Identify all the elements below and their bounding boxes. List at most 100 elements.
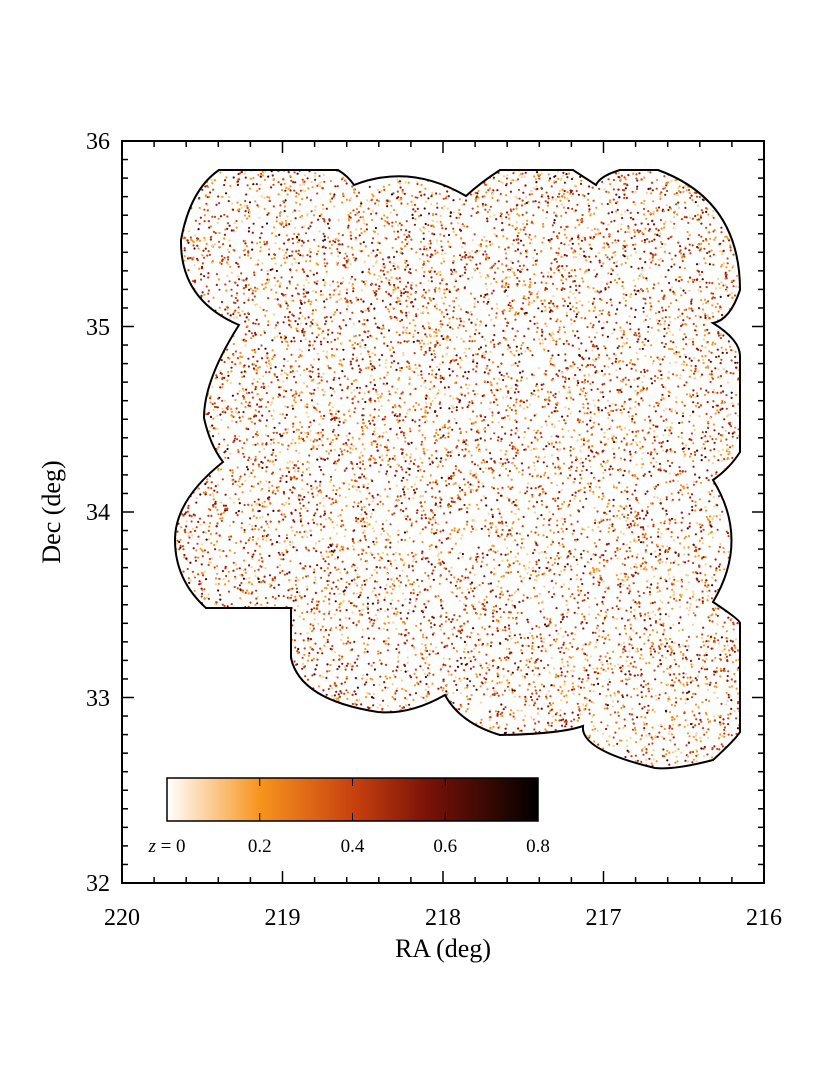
galaxy-point <box>301 479 304 482</box>
galaxy-point <box>634 389 637 392</box>
galaxy-point <box>517 508 520 511</box>
galaxy-point <box>356 211 359 215</box>
galaxy-point <box>294 690 297 693</box>
galaxy-point <box>294 381 298 384</box>
galaxy-point <box>482 693 486 696</box>
galaxy-point <box>274 492 277 495</box>
galaxy-point <box>179 346 182 349</box>
galaxy-point <box>544 338 547 341</box>
galaxy-point <box>565 264 568 268</box>
galaxy-point <box>423 260 426 263</box>
galaxy-point <box>644 354 647 357</box>
galaxy-point <box>338 654 341 657</box>
galaxy-point <box>732 773 734 775</box>
galaxy-point <box>613 328 616 331</box>
galaxy-point <box>190 291 193 294</box>
galaxy-point <box>557 530 560 534</box>
galaxy-point <box>357 596 360 599</box>
galaxy-point <box>715 567 718 570</box>
galaxy-point <box>462 340 465 343</box>
galaxy-point <box>387 621 390 624</box>
galaxy-point <box>434 718 438 721</box>
galaxy-point <box>593 542 596 545</box>
galaxy-point <box>457 732 460 735</box>
galaxy-point <box>682 450 685 453</box>
galaxy-point <box>244 406 247 409</box>
galaxy-point <box>714 607 717 610</box>
galaxy-point <box>195 655 198 659</box>
galaxy-point <box>744 325 746 327</box>
galaxy-point <box>659 599 662 602</box>
galaxy-point <box>677 553 680 556</box>
galaxy-point <box>177 381 180 384</box>
galaxy-point <box>329 684 332 688</box>
galaxy-point <box>563 683 566 686</box>
galaxy-point <box>499 388 502 391</box>
galaxy-point <box>566 414 569 418</box>
galaxy-point <box>323 238 327 241</box>
galaxy-point <box>353 389 356 392</box>
galaxy-point <box>473 463 477 466</box>
galaxy-point <box>299 562 302 565</box>
galaxy-point <box>463 455 466 458</box>
galaxy-point <box>181 580 184 583</box>
galaxy-point <box>724 703 728 706</box>
galaxy-point <box>534 761 537 764</box>
galaxy-point <box>731 485 734 488</box>
galaxy-point <box>510 433 513 436</box>
galaxy-point <box>551 564 554 567</box>
galaxy-point <box>670 286 674 289</box>
galaxy-point <box>371 730 374 733</box>
galaxy-point <box>511 671 514 674</box>
galaxy-point <box>298 437 301 440</box>
galaxy-point <box>271 707 275 710</box>
galaxy-point <box>412 588 415 592</box>
galaxy-point <box>563 743 566 746</box>
galaxy-point <box>508 301 511 304</box>
galaxy-point <box>314 178 317 181</box>
galaxy-point <box>571 711 574 714</box>
galaxy-point <box>698 598 701 601</box>
galaxy-point <box>615 617 619 620</box>
galaxy-point <box>272 431 275 434</box>
galaxy-point <box>700 436 703 440</box>
galaxy-point <box>509 190 512 193</box>
galaxy-point <box>435 213 438 216</box>
galaxy-point <box>481 482 484 485</box>
galaxy-point <box>400 633 403 636</box>
galaxy-point <box>211 424 214 427</box>
galaxy-point <box>226 444 229 447</box>
galaxy-point <box>212 459 215 462</box>
galaxy-point <box>634 190 637 193</box>
galaxy-point <box>559 714 562 717</box>
galaxy-point <box>492 401 496 404</box>
galaxy-point <box>240 220 243 223</box>
galaxy-point <box>228 765 231 768</box>
galaxy-point <box>694 214 697 218</box>
galaxy-point <box>546 287 549 291</box>
galaxy-point <box>328 669 331 673</box>
galaxy-point <box>387 399 390 402</box>
galaxy-point <box>454 176 457 179</box>
galaxy-point <box>656 209 659 212</box>
galaxy-point <box>299 502 302 505</box>
galaxy-point <box>619 505 622 508</box>
galaxy-point <box>470 321 473 324</box>
galaxy-point <box>217 616 220 619</box>
galaxy-point <box>475 764 478 767</box>
galaxy-point <box>187 269 190 272</box>
galaxy-point <box>485 504 488 507</box>
galaxy-point <box>275 291 278 294</box>
galaxy-point <box>205 351 208 354</box>
galaxy-point <box>510 673 513 676</box>
galaxy-point <box>648 404 651 407</box>
galaxy-point <box>282 364 285 367</box>
galaxy-point <box>563 751 567 754</box>
galaxy-point <box>669 653 672 656</box>
galaxy-point <box>512 500 515 503</box>
galaxy-point <box>636 185 639 188</box>
galaxy-point <box>732 331 735 334</box>
galaxy-point <box>411 644 414 647</box>
galaxy-point <box>199 769 201 771</box>
galaxy-point <box>508 276 511 279</box>
